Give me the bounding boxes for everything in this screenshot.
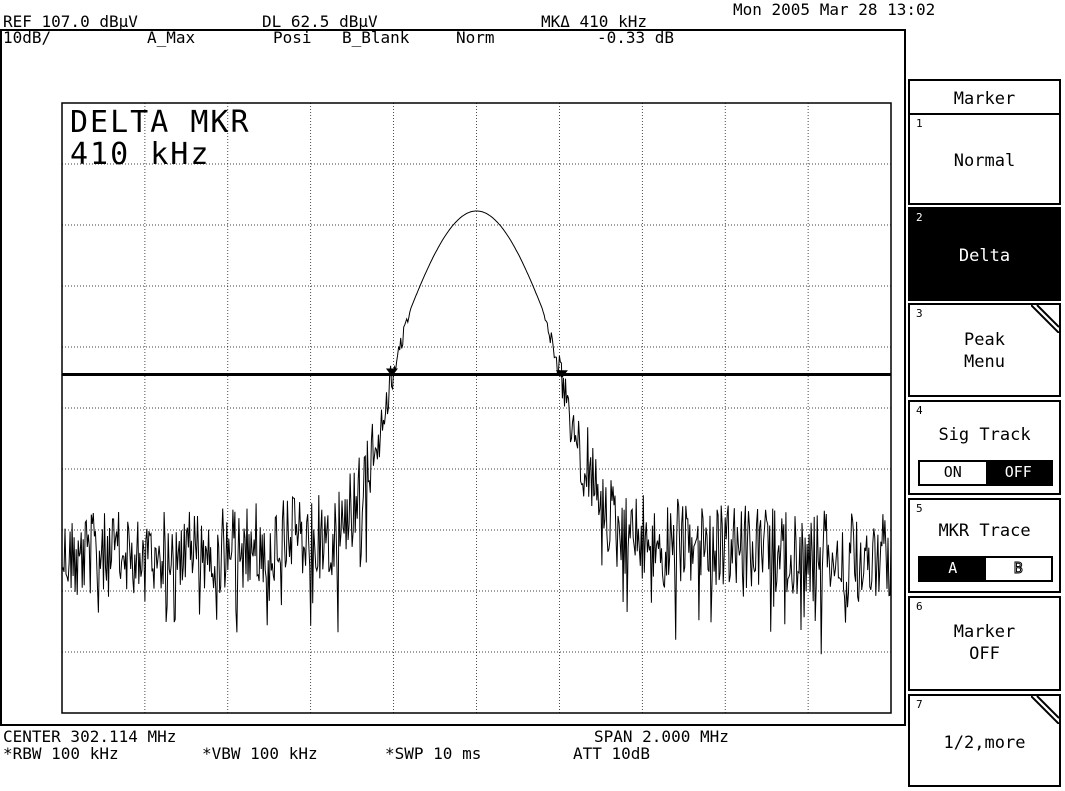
mkr-trace-a[interactable]: A: [920, 558, 986, 580]
detector-mode: Posi: [273, 28, 312, 47]
submenu-corner-icon: [1031, 305, 1059, 333]
attenuation: ATT 10dB: [573, 744, 651, 763]
marker-delta-icon: [555, 370, 568, 379]
softkey-label: Peak Menu: [964, 330, 1005, 372]
softkey-label: Marker OFF: [953, 622, 1016, 664]
sig-track-off[interactable]: OFF: [985, 462, 1051, 484]
mkr-trace-b[interactable]: B: [1013, 559, 1023, 578]
softkey-marker-off[interactable]: 6 Marker OFF: [908, 596, 1061, 691]
sweep-time: *SWP 10 ms: [385, 744, 482, 763]
center-frequency: CENTER 302.114 MHz: [3, 727, 177, 746]
softkey-number: 1: [916, 117, 923, 130]
marker-delta-value: -0.33 dB: [597, 28, 675, 47]
scale-per-div: 10dB/: [3, 28, 52, 47]
softkey-label: 1/2,more: [943, 733, 1026, 753]
trace-a: [61, 210, 892, 655]
softkey-peak-menu[interactable]: 3 Peak Menu: [908, 303, 1061, 397]
plot-frame: [0, 29, 906, 726]
softkey-delta[interactable]: 2 Delta: [908, 207, 1061, 301]
trace-b-mode: B_Blank: [342, 28, 410, 47]
softkey-label: Delta: [958, 246, 1011, 266]
sig-track-on[interactable]: ON: [943, 463, 962, 481]
sig-track-toggle[interactable]: ON OFF: [918, 460, 1053, 486]
softkey-menu-title-label: Marker: [953, 89, 1016, 109]
softkey-mkr-trace[interactable]: 5 MKR Trace A B: [908, 498, 1061, 593]
submenu-corner-icon: [1031, 696, 1059, 724]
softkey-more[interactable]: 7 1/2,more: [908, 694, 1061, 787]
softkey-label: Sig Track: [938, 425, 1031, 445]
span: SPAN 2.000 MHz: [594, 727, 729, 746]
rbw: *RBW 100 kHz: [3, 744, 119, 763]
vbw: *VBW 100 kHz: [202, 744, 318, 763]
marker-reference-icon: [385, 368, 398, 377]
delta-marker-readout: 410 kHz: [70, 137, 211, 172]
sweep-mode: Norm: [456, 28, 495, 47]
softkey-label: MKR Trace: [938, 521, 1031, 541]
delta-marker-title: DELTA MKR: [70, 105, 251, 140]
softkey-number: 6: [916, 600, 923, 613]
softkey-sig-track[interactable]: 4 Sig Track ON OFF: [908, 400, 1061, 495]
datetime: Mon 2005 Mar 28 13:02: [733, 0, 936, 19]
softkey-label: Normal: [953, 151, 1016, 171]
mkr-trace-toggle[interactable]: A B: [918, 556, 1053, 582]
marker-delta-frequency: MKΔ 410 kHz: [541, 12, 647, 31]
softkey-menu-title: Marker: [908, 79, 1061, 115]
trace-a-mode: A_Max: [147, 28, 196, 47]
softkey-number: 3: [916, 307, 923, 320]
graticule: [61, 102, 892, 714]
softkey-number: 2: [916, 211, 923, 224]
softkey-number: 4: [916, 404, 923, 417]
softkey-normal[interactable]: 1 Normal: [908, 113, 1061, 205]
softkey-number: 7: [916, 698, 923, 711]
softkey-number: 5: [916, 502, 923, 515]
display-line-level: DL 62.5 dBµV: [262, 12, 378, 31]
spectrum-display: [61, 102, 892, 714]
reference-level: REF 107.0 dBµV: [3, 12, 138, 31]
